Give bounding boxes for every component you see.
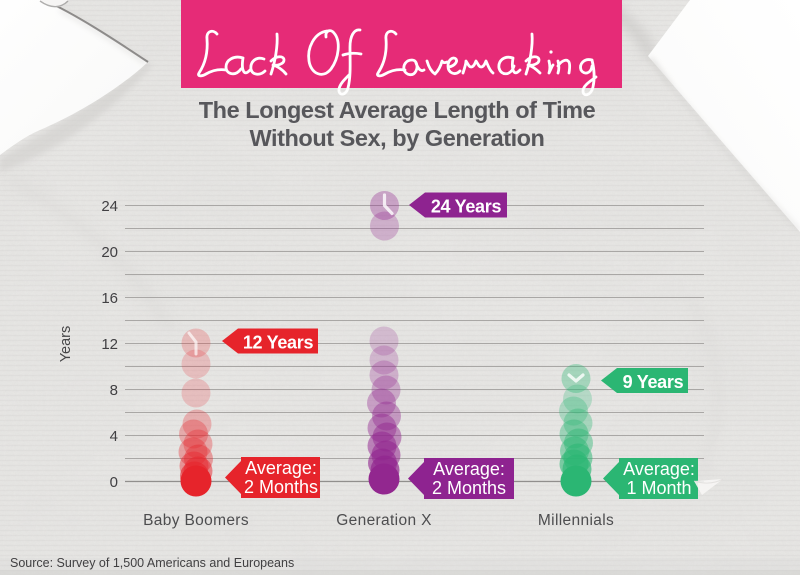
svg-text:Baby Boomers: Baby Boomers	[143, 512, 249, 529]
svg-text:2 Months: 2 Months	[244, 477, 318, 497]
svg-text:Average:: Average:	[433, 459, 505, 479]
svg-text:12: 12	[101, 336, 118, 353]
svg-text:20: 20	[101, 244, 118, 261]
svg-text:Generation X: Generation X	[336, 512, 432, 529]
svg-text:Years: Years	[58, 326, 74, 363]
svg-text:Millennials: Millennials	[538, 512, 614, 529]
svg-text:12 Years: 12 Years	[243, 333, 314, 353]
svg-text:16: 16	[101, 290, 118, 307]
svg-text:0: 0	[110, 474, 118, 491]
svg-text:4: 4	[110, 428, 118, 445]
svg-text:1 Month: 1 Month	[626, 478, 691, 498]
svg-text:Average:: Average:	[623, 459, 695, 479]
svg-text:2 Months: 2 Months	[432, 478, 506, 498]
svg-text:24: 24	[101, 198, 118, 215]
svg-text:24 Years: 24 Years	[431, 197, 502, 217]
svg-text:Average:: Average:	[245, 458, 317, 478]
svg-text:9 Years: 9 Years	[623, 372, 684, 392]
svg-text:Source: Survey of 1,500 Americ: Source: Survey of 1,500 Americans and Eu…	[10, 556, 294, 570]
svg-text:8: 8	[110, 382, 118, 399]
